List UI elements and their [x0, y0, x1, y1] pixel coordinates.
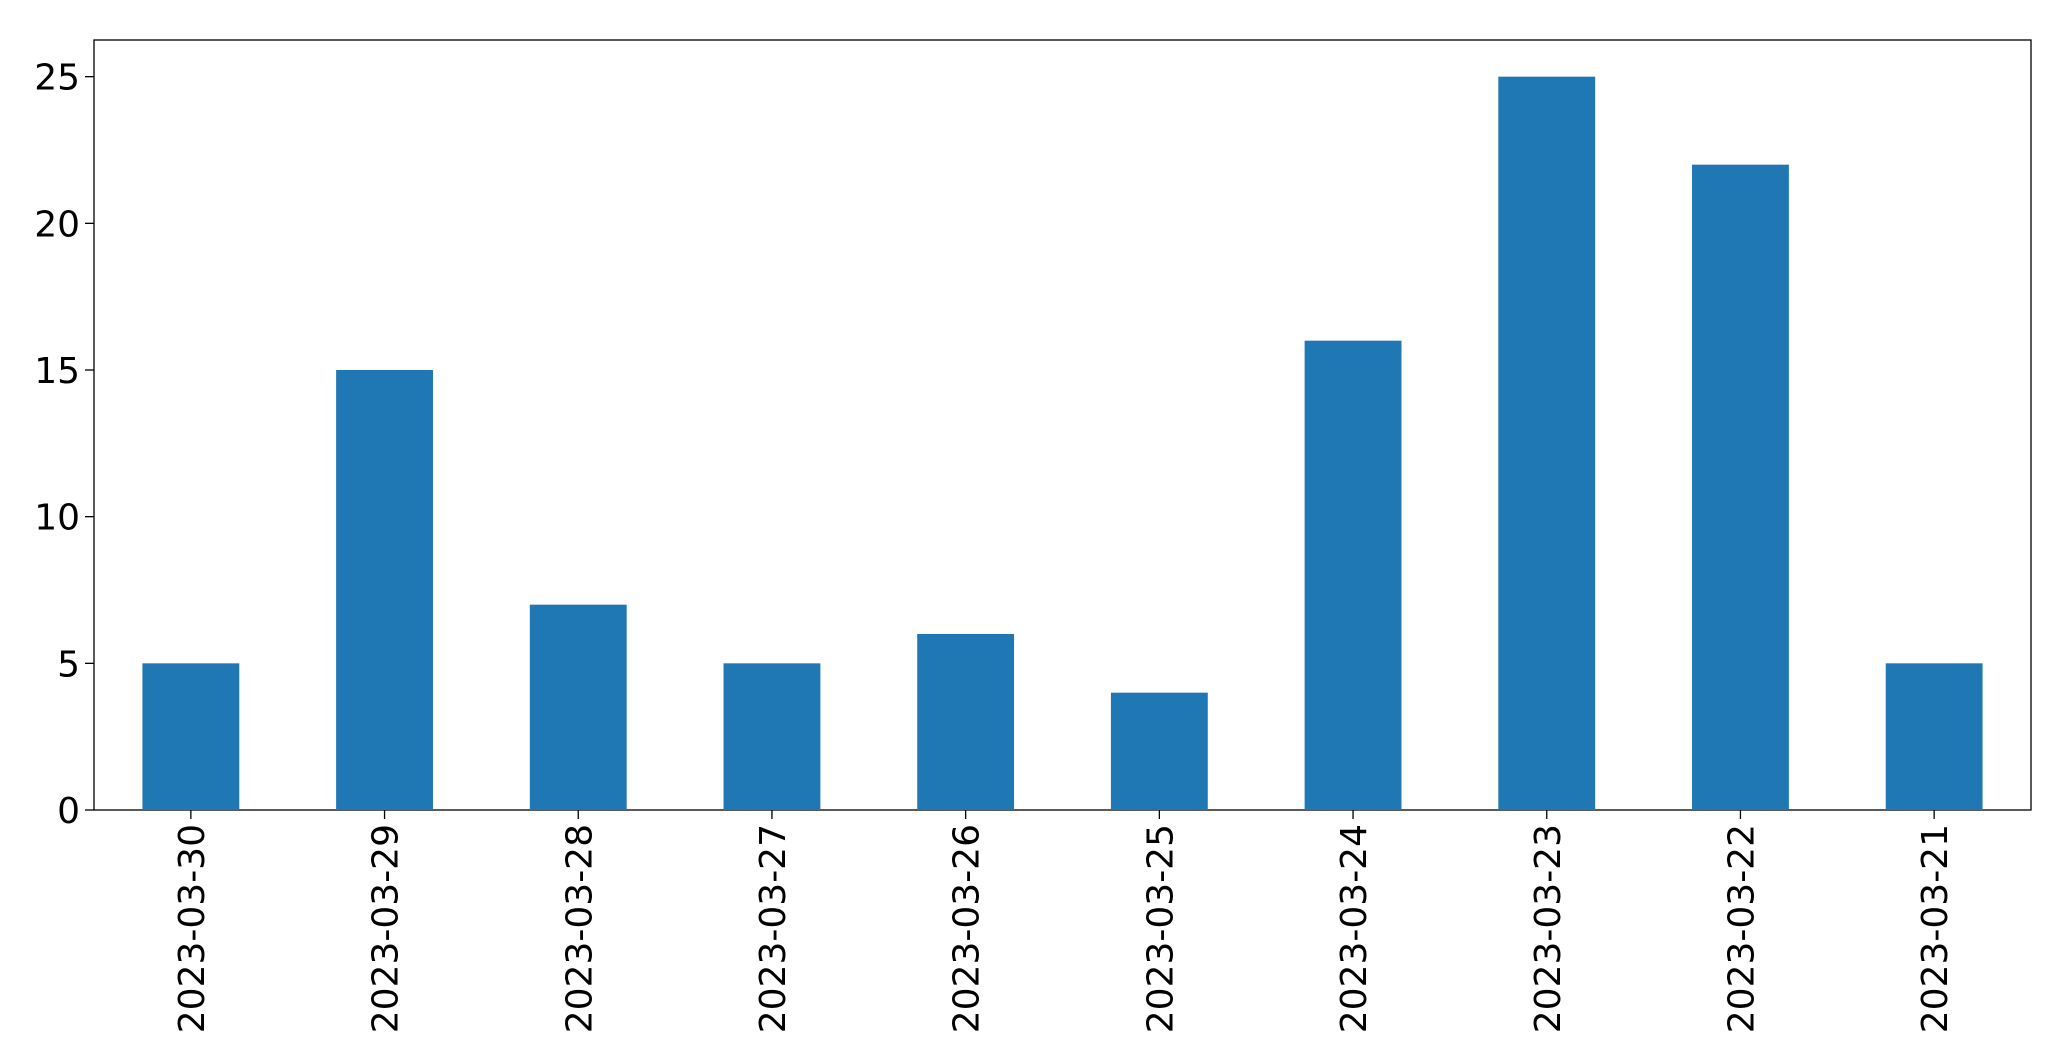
x-tick-label: 2023-03-22: [1721, 824, 1762, 1033]
y-tick-label: 20: [34, 204, 80, 245]
x-tick-label: 2023-03-30: [172, 824, 213, 1033]
x-tick-label: 2023-03-29: [366, 824, 407, 1033]
bar: [917, 634, 1015, 810]
x-tick-label: 2023-03-23: [1528, 824, 1569, 1033]
bar: [336, 370, 433, 810]
y-tick-label: 25: [34, 58, 80, 99]
y-tick-label: 5: [57, 644, 80, 685]
x-tick-label: 2023-03-27: [753, 824, 794, 1033]
bar: [1498, 76, 1596, 810]
y-tick-label: 0: [57, 791, 80, 832]
x-tick-label: 2023-03-26: [947, 824, 988, 1033]
x-tick-label: 2023-03-28: [559, 824, 600, 1033]
bar: [142, 663, 240, 810]
x-tick-label: 2023-03-25: [1140, 824, 1181, 1033]
bar: [1304, 340, 1402, 810]
y-tick-label: 10: [34, 498, 80, 539]
bar: [1885, 663, 1983, 810]
plot-frame: [93, 39, 2032, 811]
x-tick-label: 2023-03-21: [1915, 824, 1956, 1033]
bar: [529, 604, 627, 810]
y-tick-label: 15: [34, 351, 80, 392]
bar: [1692, 164, 1789, 810]
bar: [723, 663, 821, 810]
x-tick-label: 2023-03-24: [1334, 824, 1375, 1033]
bar: [1110, 692, 1208, 810]
